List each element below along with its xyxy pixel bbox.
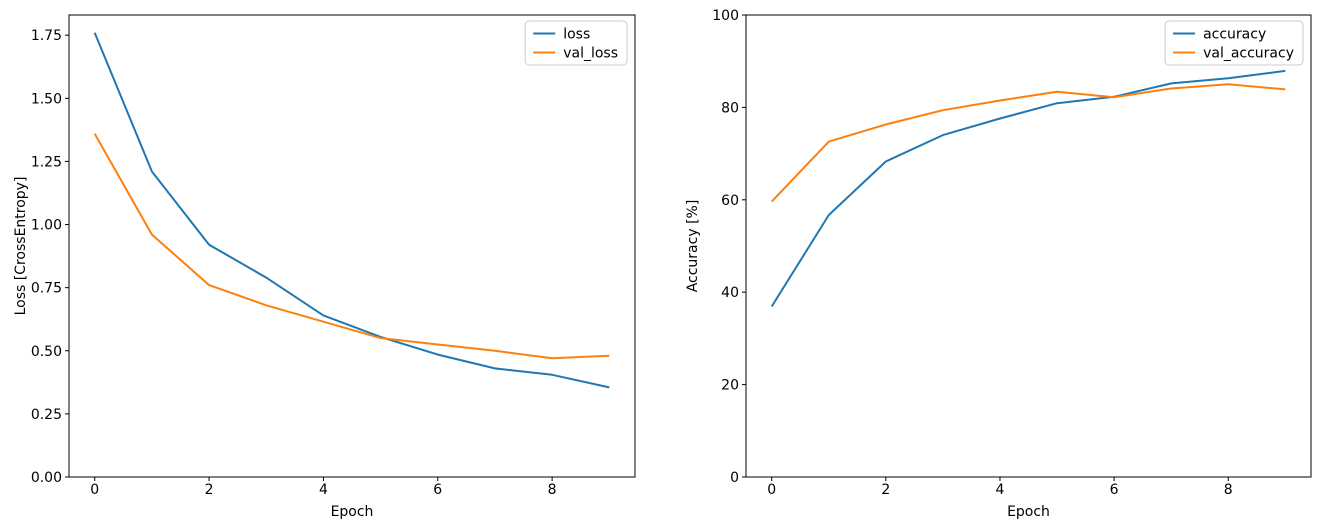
legend: accuracy val_accuracy [1164, 20, 1304, 66]
x-tick-label: 4 [319, 482, 328, 498]
x-tick-label: 8 [548, 482, 557, 498]
legend-val_loss-label: val_loss [563, 46, 618, 62]
val_loss-line [93, 133, 610, 360]
y-tick-label: 1.25 [31, 154, 62, 170]
x-tick-label: 4 [996, 482, 1005, 498]
accuracy-chart: 0 20 40 60 80 100 0 2 4 6 8 Epoch Accuracy [%] accura… [660, 0, 1320, 530]
y-tick-label: 0.50 [31, 344, 62, 360]
y-tick-label: 60 [721, 193, 739, 209]
accuracy-line [770, 69, 1286, 308]
axes-spines [745, 14, 1312, 478]
x-tick-label: 6 [433, 482, 442, 498]
loss-chart: 0.00 0.25 0.50 0.75 1.00 1.25 1.50 1.75 0 2 4 6 8 Epo… [13, 14, 636, 520]
y-tick-label: 40 [721, 285, 739, 301]
val_accuracy-line [770, 83, 1286, 203]
x-tick-label: 2 [205, 482, 214, 498]
legend-box [1164, 20, 1304, 66]
y-tick-label: 0.00 [31, 470, 62, 486]
y-tick-label: 1.00 [31, 218, 62, 234]
legend: loss val_loss [524, 20, 628, 66]
legend-val_accuracy-label: val_accuracy [1203, 46, 1294, 62]
axes-spines [68, 14, 636, 478]
y-axis-label: Loss [CrossEntropy] [13, 177, 29, 316]
y-tick-label: 1.50 [31, 91, 62, 107]
y-tick-label: 0.25 [31, 407, 62, 423]
y-tick-label: 20 [721, 378, 739, 394]
y-axis-label: Accuracy [%] [685, 200, 701, 293]
x-tick-label: 0 [767, 482, 776, 498]
x-tick-label: 6 [1110, 482, 1119, 498]
y-tick-label: 0 [730, 470, 739, 486]
legend-loss-label: loss [563, 27, 590, 43]
legend-accuracy-label: accuracy [1203, 27, 1266, 43]
x-tick-label: 8 [1224, 482, 1233, 498]
x-axis-label: Epoch [1007, 504, 1050, 520]
plot-svg: 0.00 0.25 0.50 0.75 1.00 1.25 1.50 1.75 0 2 4 6 8 Epo… [13, 14, 636, 520]
plot-svg: 0 20 40 60 80 100 0 2 4 6 8 Epoch Accuracy [%] accura… [685, 8, 1312, 520]
x-axis-label: Epoch [331, 504, 374, 520]
y-tick-label: 80 [721, 100, 739, 116]
loss-line [93, 32, 610, 389]
y-tick-label: 0.75 [31, 281, 62, 297]
legend-box [524, 20, 628, 66]
y-tick-label: 100 [712, 8, 739, 24]
y-tick-label: 1.75 [31, 28, 62, 44]
x-tick-label: 0 [90, 482, 99, 498]
x-tick-label: 2 [881, 482, 890, 498]
